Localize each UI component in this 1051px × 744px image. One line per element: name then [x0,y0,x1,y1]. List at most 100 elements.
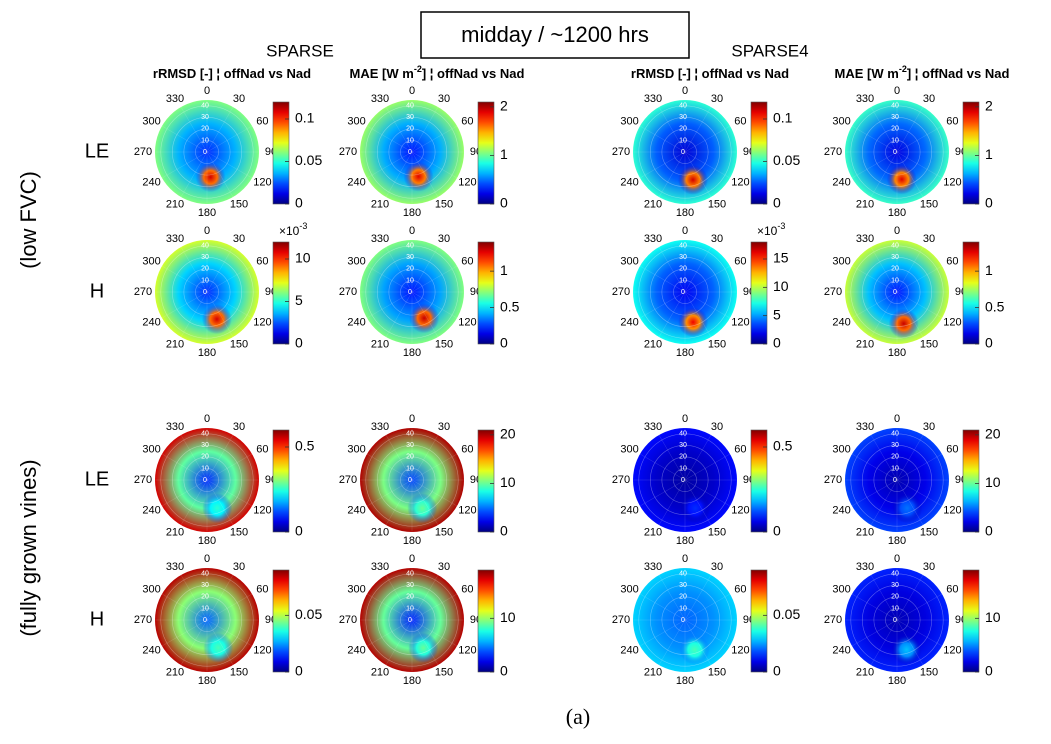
theta-tick-label: 210 [371,527,389,539]
colorbar-tick-label: 1 [985,262,993,278]
colorbar-tick-label: 10 [985,474,1001,490]
title-text: MAE [W m [350,66,414,81]
theta-grid [411,434,439,481]
theta-tick-label: 300 [347,255,365,267]
theta-tick-label: 180 [198,347,216,359]
theta-tick-label: 150 [708,667,726,679]
r-tick-label: 10 [891,465,899,472]
r-grid [183,128,231,176]
theta-tick-label: 30 [711,233,723,245]
column-title: MAE [W m-2] ¦ offNad vs Nad [350,64,525,81]
theta-grid [206,291,253,319]
r-tick-label: 0 [408,477,412,484]
r-grid [172,257,242,327]
r-tick-label: 40 [406,243,414,250]
theta-tick-label: 180 [403,675,421,687]
theta-grid [896,574,924,621]
r-grid [195,468,219,492]
r-grid [388,268,436,316]
r-tick-label: 20 [406,454,414,461]
theta-tick-label: 180 [676,347,694,359]
theta-tick-label: 180 [198,207,216,219]
theta-grid [896,619,924,666]
theta-tick-label: 330 [644,561,662,573]
title-sup: -2 [899,64,907,74]
r-tick-label: 30 [406,582,414,589]
theta-grid [896,479,943,507]
theta-tick-label: 330 [166,421,184,433]
group-label: (low FVC) [16,171,41,269]
theta-tick-label: 120 [253,504,271,516]
theta-tick-label: 300 [620,443,638,455]
theta-tick-label: 120 [731,504,749,516]
colorbar [477,101,495,205]
theta-tick-label: 0 [409,553,415,565]
theta-tick-label: 150 [435,667,453,679]
r-tick-label: 30 [201,114,209,121]
theta-grid [385,246,413,293]
theta-grid [411,574,439,621]
colorbar-tick-label: 0 [295,195,303,211]
theta-tick-label: 330 [166,93,184,105]
theta-grid [684,151,731,179]
title-sup: -2 [414,64,422,74]
colorbar-tick-label: 20 [985,426,1001,442]
theta-grid [896,453,943,481]
r-tick-label: 20 [891,266,899,273]
theta-grid [206,151,234,198]
colorbar-tick-label: 0 [500,663,508,679]
theta-tick-label: 0 [682,553,688,565]
theta-tick-label: 120 [943,644,961,656]
colorbar-tick-label: 0 [295,663,303,679]
theta-grid [366,125,413,153]
theta-grid [206,434,234,481]
r-grid [388,456,436,504]
r-tick-label: 0 [408,617,412,624]
theta-tick-label: 120 [253,176,271,188]
colorbar-tick-label: 0 [773,195,781,211]
r-tick-label: 0 [408,149,412,156]
colorbar-tick-label: 0.05 [773,606,800,622]
theta-tick-label: 330 [644,421,662,433]
r-grid [638,433,732,527]
hotspot [202,493,233,524]
theta-grid [639,479,686,507]
r-tick-label: 30 [679,114,687,121]
r-grid [673,608,697,632]
theta-grid [161,593,208,621]
theta-tick-label: 60 [734,255,746,267]
theta-grid [411,453,458,481]
theta-grid [639,619,686,647]
theta-tick-label: 300 [832,255,850,267]
theta-tick-label: 210 [856,199,874,211]
r-grid [638,573,732,667]
colorbar [962,429,980,533]
theta-grid [896,106,924,153]
r-tick-label: 20 [679,454,687,461]
theta-tick-label: 210 [856,667,874,679]
colorbar [750,101,768,205]
colorbar [962,101,980,205]
theta-grid [896,265,943,293]
r-grid [650,445,720,515]
theta-grid [206,125,253,153]
theta-tick-label: 270 [134,614,152,626]
colorbar-multiplier: ×10-3 [279,221,307,238]
colorbar-tick-label: 0 [773,663,781,679]
theta-grid [411,246,439,293]
theta-tick-label: 330 [856,421,874,433]
theta-tick-label: 210 [644,339,662,351]
r-tick-label: 40 [201,431,209,438]
r-grid [365,105,459,199]
theta-tick-label: 0 [409,85,415,97]
hotspot [678,307,709,338]
theta-tick-label: 210 [644,527,662,539]
r-grid [661,596,709,644]
hotspot [891,634,922,665]
theta-tick-label: 60 [256,443,268,455]
title-text: ] ¦ offNad vs Nad [907,66,1010,81]
theta-grid [180,619,208,666]
r-tick-label: 30 [201,582,209,589]
colorbar-tick-label: 0 [773,335,781,351]
theta-grid [896,125,943,153]
